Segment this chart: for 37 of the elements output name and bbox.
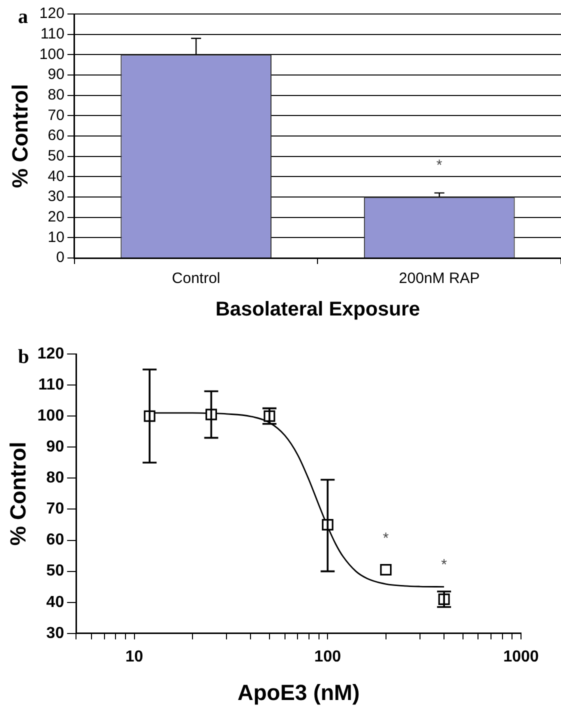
annotation: *: [441, 556, 448, 574]
y-axis-title: % Control: [7, 84, 32, 188]
y-tick-label: 30: [48, 188, 64, 206]
annotation: *: [436, 157, 442, 174]
y-tick-label: 20: [48, 208, 64, 226]
y-tick-label: 40: [46, 594, 64, 611]
x-tick-label: 1000: [503, 648, 539, 666]
y-tick-label: 100: [39, 46, 64, 63]
y-axis-title: % Control: [5, 442, 30, 546]
annotation: *: [382, 530, 389, 547]
y-tick-label: 120: [39, 5, 64, 22]
y-tick-label: 30: [46, 624, 64, 642]
y-tick-label: 10: [48, 228, 64, 246]
y-tick-label: 0: [56, 249, 64, 266]
x-tick-label: 10: [125, 648, 144, 666]
x-tick-label: 100: [314, 648, 342, 666]
y-tick-label: 70: [46, 500, 64, 518]
y-tick-label: 60: [48, 127, 64, 144]
x-axis-title: ApoE3 (nM): [237, 680, 360, 705]
y-tick-label: 90: [46, 438, 64, 456]
text: b: [18, 346, 30, 368]
y-tick-label: 110: [38, 376, 64, 394]
y-tick-label: 110: [40, 25, 64, 42]
y-tick-label: 50: [48, 147, 64, 164]
y-tick-label: 120: [37, 345, 64, 362]
y-tick-label: 40: [48, 168, 64, 185]
y-tick-label: 60: [46, 532, 64, 549]
y-tick-label: 100: [37, 407, 64, 424]
x-axis-title: Basolateral Exposure: [215, 298, 420, 321]
text: a: [18, 6, 28, 28]
y-tick-label: 80: [46, 470, 64, 487]
x-tick-label: 200nM RAP: [398, 270, 480, 288]
y-tick-label: 90: [48, 66, 64, 84]
y-tick-label: 50: [46, 562, 64, 580]
y-tick-label: 80: [48, 86, 64, 104]
y-tick-label: 70: [48, 106, 64, 124]
x-tick-label: Control: [172, 270, 220, 288]
